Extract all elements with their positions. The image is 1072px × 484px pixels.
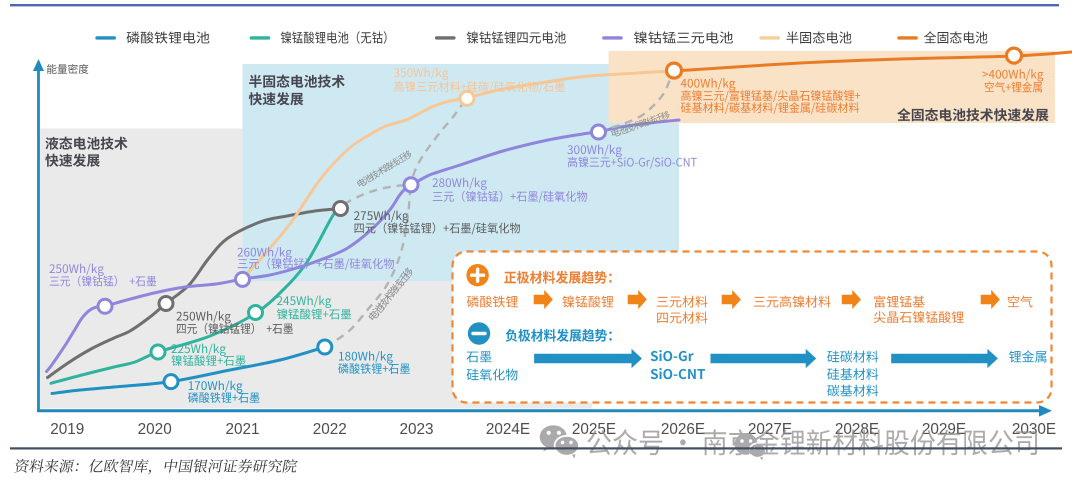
svg-text:2027E: 2027E — [748, 421, 792, 438]
svg-text:2019: 2019 — [50, 421, 84, 438]
svg-text:2020: 2020 — [138, 421, 172, 438]
svg-text:2030E: 2030E — [1012, 421, 1056, 438]
svg-text:2026E: 2026E — [661, 421, 705, 438]
svg-text:2022: 2022 — [313, 421, 347, 438]
svg-text:2021: 2021 — [225, 421, 259, 438]
svg-text:2028E: 2028E — [835, 421, 879, 438]
svg-text:2023: 2023 — [399, 421, 433, 438]
svg-text:2024E: 2024E — [486, 421, 530, 438]
